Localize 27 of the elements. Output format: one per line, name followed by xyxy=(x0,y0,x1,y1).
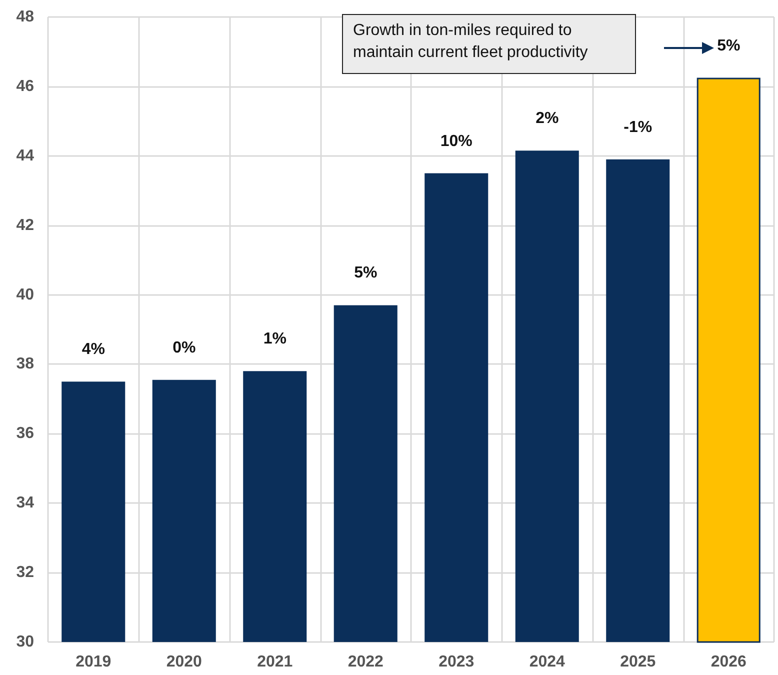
annotation: 5% xyxy=(354,264,378,282)
annotation: 5% xyxy=(717,37,740,54)
annotation: 10% xyxy=(440,132,472,150)
y-tick-label: 42 xyxy=(16,216,34,234)
y-tick-label: 40 xyxy=(16,286,34,304)
x-tick-label: 2026 xyxy=(710,654,747,670)
x-tick-label: 2023 xyxy=(438,654,474,670)
annotation: 4% xyxy=(82,341,105,358)
y-tick-label: 38 xyxy=(16,356,34,373)
y-tick-label: 34 xyxy=(16,494,34,512)
y-tick-label: 36 xyxy=(16,425,34,442)
annotation: 0% xyxy=(172,339,196,356)
x-tick-label: 2021 xyxy=(257,654,293,670)
callout-box: Growth in ton-miles required to maintain current fleet productivity xyxy=(342,14,636,74)
y-tick-label: 44 xyxy=(16,147,34,164)
x-tick-label: 2022 xyxy=(348,654,384,670)
y-tick-label: 32 xyxy=(16,564,34,582)
y-tick-label: 46 xyxy=(16,78,34,95)
y-tick-label: 48 xyxy=(16,8,34,26)
annotation: 1% xyxy=(263,330,286,348)
x-tick-label: 2025 xyxy=(620,654,656,670)
x-tick-label: 2024 xyxy=(529,654,566,670)
x-tick-label: 2020 xyxy=(166,654,202,670)
annotation: 2% xyxy=(536,110,559,128)
y-tick-label: 30 xyxy=(16,634,34,650)
annotation: -1% xyxy=(624,118,652,136)
x-tick-label: 2019 xyxy=(76,654,112,670)
